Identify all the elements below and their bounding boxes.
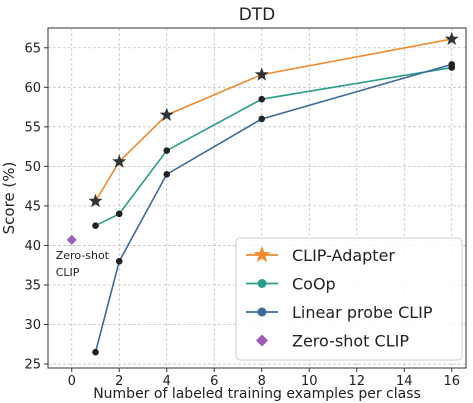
x-tick-label: 8 <box>258 374 266 389</box>
data-point <box>88 193 103 208</box>
data-point <box>254 67 269 81</box>
y-tick-label: 40 <box>24 239 41 254</box>
legend-label: CoOp <box>292 275 336 294</box>
chart-title: DTD <box>239 5 276 25</box>
legend-item: Linear probe CLIP <box>246 303 433 322</box>
series-line <box>95 66 452 227</box>
legend-item: CLIP-Adapter <box>246 246 395 265</box>
plot-frame <box>47 27 467 369</box>
x-tick-label: 2 <box>115 374 123 389</box>
data-point <box>258 95 266 103</box>
x-tick-label: 6 <box>210 374 218 389</box>
legend-label: Linear probe CLIP <box>292 303 433 322</box>
series-linear-probe-clip <box>92 61 456 356</box>
legend-item: Zero-shot CLIP <box>256 332 409 351</box>
data-point <box>115 257 123 265</box>
annotation-line: Zero-shot <box>56 249 110 262</box>
legend-marker <box>256 334 268 347</box>
x-tick-label: 4 <box>163 374 171 389</box>
series-clip-adapter <box>88 31 459 208</box>
y-tick-label: 55 <box>24 120 41 135</box>
x-axis-label: Number of labeled training examples per … <box>93 386 421 402</box>
y-tick-label: 60 <box>24 81 41 96</box>
data-point <box>66 234 77 245</box>
y-tick-label: 65 <box>24 41 41 56</box>
legend-label: Zero-shot CLIP <box>292 332 409 351</box>
series-line <box>94 38 452 202</box>
legend-box <box>235 237 463 361</box>
legend-marker <box>253 246 271 263</box>
legend-marker <box>257 307 267 317</box>
data-point <box>92 348 99 356</box>
y-tick-label: 30 <box>24 318 41 333</box>
series-group <box>66 31 459 356</box>
y-tick-label: 50 <box>24 160 41 175</box>
annotation-text: Zero-shot CLIP <box>56 249 110 279</box>
data-point <box>448 61 456 68</box>
y-axis-label: Score (%) <box>0 162 18 235</box>
data-point <box>92 222 99 229</box>
x-tick-label: 12 <box>348 374 365 389</box>
data-point <box>444 31 459 46</box>
data-point <box>115 210 123 218</box>
data-point <box>163 170 171 178</box>
y-tick-label: 45 <box>24 199 41 214</box>
x-tick-label: 10 <box>301 374 318 389</box>
annotation-line: CLIP <box>56 266 80 279</box>
grid <box>48 28 466 368</box>
x-tick-label: 16 <box>443 374 460 389</box>
y-tick-label: 25 <box>24 358 41 373</box>
x-tick-label: 14 <box>396 374 413 389</box>
x-tick-label: 0 <box>68 374 76 389</box>
legend-label: CLIP-Adapter <box>292 246 395 265</box>
ticks: 0 2 4 6 8 10 12 14 16 25 30 35 40 45 50 55 60 65 <box>24 41 460 389</box>
data-point <box>112 154 127 168</box>
data-point <box>258 115 266 123</box>
series-coop <box>92 64 456 229</box>
data-point <box>159 107 174 121</box>
legend-item: CoOp <box>246 275 336 294</box>
legend-marker <box>257 279 267 288</box>
y-tick-label: 35 <box>24 278 41 293</box>
annotations: Zero-shot CLIP <box>56 249 110 279</box>
legend: CLIP-Adapter CoOp Linear probe CLIP Zero-sh… <box>235 237 463 361</box>
data-point <box>163 147 171 154</box>
series-zero-shot-clip <box>66 234 77 245</box>
